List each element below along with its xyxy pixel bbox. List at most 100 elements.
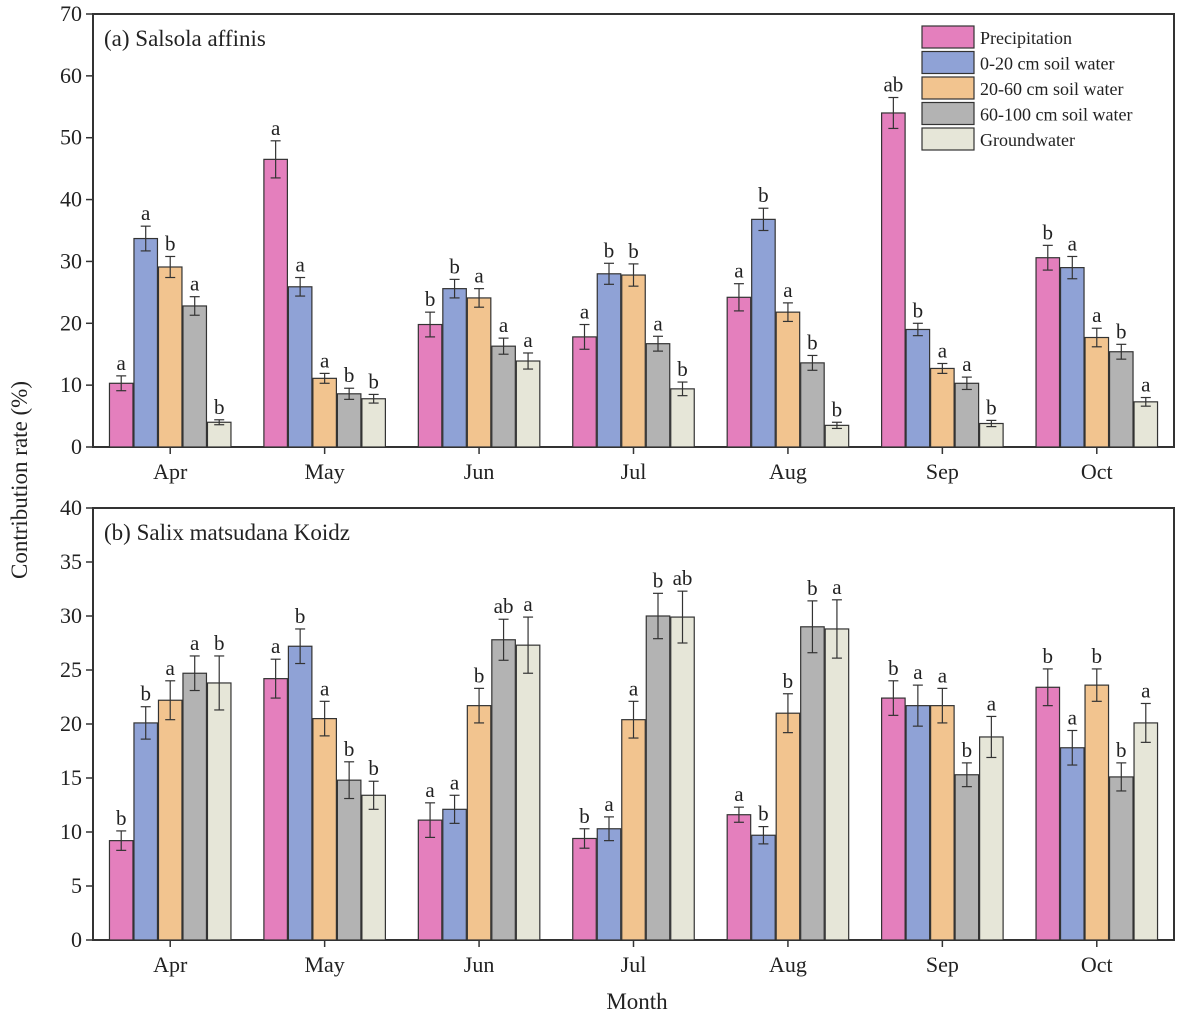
significance-letter: b bbox=[807, 576, 818, 600]
significance-letter: a bbox=[166, 656, 176, 680]
bar bbox=[645, 615, 671, 941]
x-tick-label: Apr bbox=[153, 459, 188, 484]
y-tick-label: 0 bbox=[71, 927, 82, 952]
significance-letter: a bbox=[580, 300, 590, 324]
bar bbox=[312, 717, 337, 941]
bar bbox=[263, 158, 288, 448]
panel-title: (b) Salix matsudana Koidz bbox=[104, 520, 350, 545]
y-tick-label: 35 bbox=[60, 549, 82, 574]
bar bbox=[1133, 401, 1159, 448]
y-tick-label: 30 bbox=[60, 603, 82, 628]
significance-letter: b bbox=[783, 669, 794, 693]
bar bbox=[800, 626, 825, 941]
panel-title: (a) Salsola affinis bbox=[104, 26, 266, 51]
bar bbox=[157, 266, 183, 448]
bar bbox=[1133, 722, 1159, 941]
significance-letter: b bbox=[653, 568, 664, 592]
significance-letter: b bbox=[1116, 319, 1127, 343]
significance-letter: b bbox=[474, 663, 485, 687]
bar bbox=[572, 837, 597, 941]
significance-letter: a bbox=[1141, 678, 1151, 702]
x-tick-label: May bbox=[304, 459, 344, 484]
y-tick-label: 15 bbox=[60, 765, 82, 790]
y-tick-label: 0 bbox=[71, 434, 82, 459]
bar bbox=[775, 311, 801, 448]
bar bbox=[979, 736, 1004, 941]
bar bbox=[466, 297, 492, 448]
significance-letter: a bbox=[523, 328, 533, 352]
y-tick-label: 5 bbox=[71, 873, 82, 898]
significance-letter: b bbox=[295, 604, 306, 628]
significance-letter: b bbox=[962, 738, 973, 762]
significance-letter: b bbox=[677, 357, 688, 381]
significance-letter: a bbox=[734, 259, 744, 283]
significance-letter: a bbox=[629, 676, 639, 700]
bar bbox=[182, 305, 208, 448]
x-tick-label: May bbox=[304, 952, 344, 977]
significance-letter: a bbox=[320, 676, 330, 700]
significance-letter: b bbox=[913, 298, 924, 322]
bar bbox=[954, 774, 980, 941]
legend-label: 60-100 cm soil water bbox=[980, 105, 1132, 125]
bar bbox=[1059, 267, 1085, 448]
y-tick-label: 60 bbox=[60, 63, 82, 88]
significance-letter: b bbox=[449, 254, 460, 278]
x-tick-label: Jul bbox=[621, 459, 647, 484]
bar bbox=[515, 360, 541, 448]
y-tick-label: 10 bbox=[60, 372, 82, 397]
bar bbox=[108, 840, 134, 941]
significance-letter: a bbox=[474, 264, 484, 288]
significance-letter: a bbox=[523, 592, 533, 616]
bar bbox=[751, 218, 776, 448]
significance-letter: b bbox=[368, 369, 379, 393]
y-tick-label: 25 bbox=[60, 657, 82, 682]
significance-letter: b bbox=[604, 238, 615, 262]
significance-letter: a bbox=[1068, 705, 1078, 729]
bar bbox=[1084, 336, 1110, 448]
significance-letter: a bbox=[499, 313, 509, 337]
significance-letter: a bbox=[320, 348, 330, 372]
significance-letter: ab bbox=[883, 73, 903, 97]
legend-label: Precipitation bbox=[980, 28, 1072, 48]
bar bbox=[572, 336, 597, 448]
significance-letter: a bbox=[962, 352, 972, 376]
bar bbox=[361, 794, 386, 941]
significance-letter: b bbox=[1116, 738, 1127, 762]
y-tick-label: 40 bbox=[60, 187, 82, 212]
x-tick-label: Oct bbox=[1081, 952, 1113, 977]
x-tick-label: Jul bbox=[621, 952, 647, 977]
significance-letter: ab bbox=[494, 594, 514, 618]
legend-label: 20-60 cm soil water bbox=[980, 79, 1123, 99]
legend-label: 0-20 cm soil water bbox=[980, 54, 1114, 74]
bar bbox=[157, 699, 183, 941]
significance-letter: a bbox=[450, 770, 460, 794]
significance-letter: a bbox=[425, 778, 435, 802]
bar bbox=[905, 705, 931, 941]
legend-swatch bbox=[921, 50, 975, 75]
bar bbox=[442, 808, 467, 941]
significance-letter: b bbox=[1092, 644, 1103, 668]
y-tick-label: 50 bbox=[60, 125, 82, 150]
bar bbox=[954, 382, 980, 448]
bar bbox=[645, 343, 671, 448]
significance-letter: a bbox=[1092, 303, 1102, 327]
bar bbox=[1108, 776, 1134, 941]
bar bbox=[726, 814, 752, 941]
bar bbox=[775, 712, 801, 941]
bar bbox=[108, 382, 134, 448]
bar bbox=[1035, 686, 1061, 941]
bar bbox=[1108, 351, 1134, 448]
significance-letter: a bbox=[271, 634, 281, 658]
bar bbox=[881, 697, 906, 941]
significance-letter: b bbox=[344, 363, 355, 387]
significance-letter: a bbox=[117, 351, 127, 375]
significance-letter: b bbox=[214, 631, 225, 655]
bar bbox=[287, 645, 313, 941]
bar bbox=[206, 682, 232, 941]
bar bbox=[726, 296, 752, 448]
significance-letter: b bbox=[986, 395, 997, 419]
significance-letter: b bbox=[425, 287, 436, 311]
bar bbox=[751, 834, 776, 941]
